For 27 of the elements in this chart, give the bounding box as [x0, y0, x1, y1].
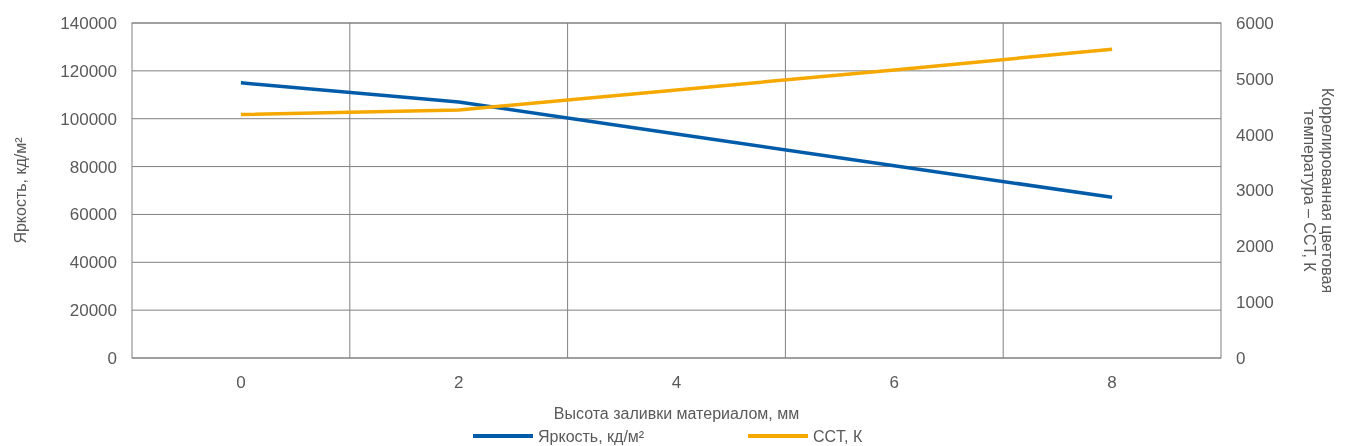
y2-tick-label: 3000	[1236, 181, 1274, 201]
y-tick-label: 40000	[69, 253, 117, 273]
y2-tick-label: 0	[1236, 348, 1246, 368]
y-axis-title: Яркость, кд/м²	[12, 136, 29, 244]
y2-tick-label: 5000	[1236, 69, 1274, 89]
x-tick-label: 8	[1107, 373, 1117, 392]
y2-tick-label: 1000	[1236, 293, 1274, 313]
x-tick-label: 4	[671, 373, 682, 392]
legend-label: Яркость, кд/м²	[538, 427, 645, 445]
line-series	[239, 81, 1114, 199]
x-axis-title: Высота заливки материалом, мм	[553, 405, 800, 422]
y-tick-label: 100000	[60, 109, 117, 129]
y2-axis-title: Коррелированная цветовая температура – CCT, К	[1301, 87, 1336, 294]
y2-tick-label: 6000	[1236, 13, 1274, 33]
y-tick-label: 140000	[60, 13, 117, 33]
x-tick-label: 2	[453, 373, 464, 392]
y-tick-label: 0	[107, 348, 117, 368]
y2-tick-label: 4000	[1236, 125, 1274, 145]
y2-tick-label: 2000	[1236, 237, 1274, 257]
line-series	[239, 47, 1114, 117]
y-tick-label: 20000	[69, 301, 117, 321]
y-tick-label: 80000	[69, 157, 117, 177]
y-tick-label: 120000	[60, 61, 117, 81]
y-tick-label: 60000	[69, 205, 117, 225]
legend-label: CCT, К	[813, 427, 863, 445]
x-tick-label: 6	[889, 373, 900, 392]
x-tick-label: 0	[236, 373, 246, 392]
